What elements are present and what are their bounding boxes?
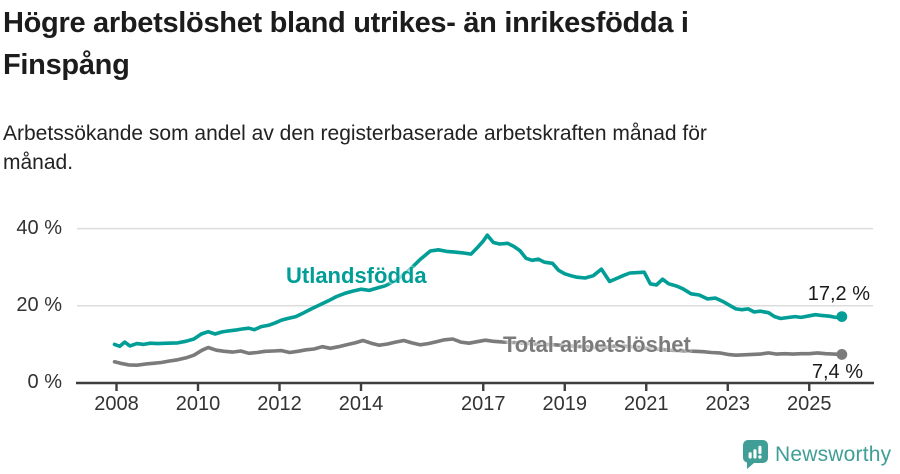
series-line-0 — [112, 233, 844, 349]
chart-title: Högre arbetslöshet bland utrikes- än inr… — [3, 7, 689, 81]
end-value-total-arbetsloshet: 7,4 % — [811, 361, 863, 383]
chart-subtitle: Arbetssökande som andel av den registerb… — [3, 122, 707, 174]
x-axis-label: 2008 — [94, 393, 139, 415]
series-line-1 — [112, 337, 844, 368]
x-axis-label: 2012 — [257, 393, 302, 415]
series-label-total-arbetsloshet: Total arbetslöshet — [503, 332, 691, 357]
series-end-dot-0 — [836, 311, 848, 323]
series-end-dot-1 — [836, 349, 848, 360]
x-axis-label: 2021 — [624, 393, 669, 415]
x-axis-label: 2017 — [461, 393, 506, 415]
x-axis-label: 2025 — [787, 393, 832, 415]
end-value-utlandsfodda: 17,2 % — [807, 283, 870, 305]
newsworthy-icon — [743, 440, 768, 469]
y-axis-label: 20 % — [16, 293, 62, 316]
x-axis-label: 2023 — [705, 393, 751, 415]
newsworthy-logo[interactable]: Newsworthy — [743, 440, 891, 469]
x-axis-label: 2014 — [338, 393, 384, 415]
x-axis-label: 2010 — [175, 393, 221, 415]
newsworthy-wordmark: Newsworthy — [775, 442, 892, 466]
y-axis-label: 0 % — [27, 371, 62, 393]
series-label-utlandsfodda: Utlandsfödda — [286, 263, 427, 288]
x-axis-label: 2019 — [542, 393, 588, 415]
y-axis-label: 40 % — [16, 216, 62, 239]
